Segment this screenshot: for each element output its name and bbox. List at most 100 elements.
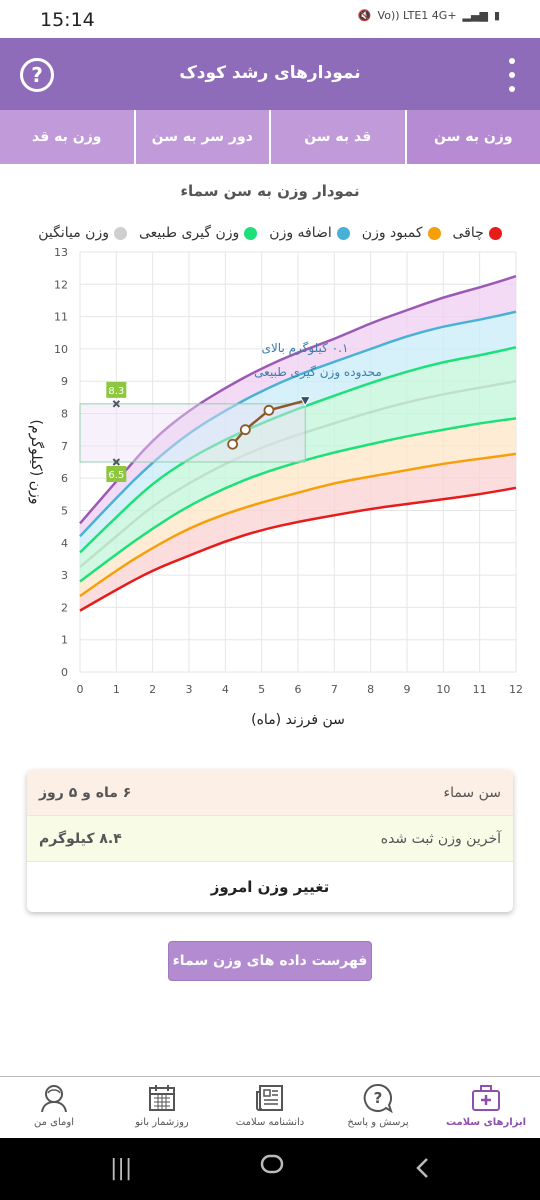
age-value: ۶ ماه و ۵ روز xyxy=(39,784,132,801)
bottom-nav: ابزارهای سلامت ? پرسش و پاسخ دانشنامه سل… xyxy=(0,1076,540,1138)
network-text: Vo)) LTE1 4G+ xyxy=(377,9,457,22)
last-weight-label: آخرین وزن ثبت شده xyxy=(380,830,501,847)
x-tick-label: 0 xyxy=(77,683,84,696)
x-tick-label: 9 xyxy=(404,683,411,696)
back-icon[interactable] xyxy=(412,1156,432,1186)
nav-encyclopedia[interactable]: دانشنامه سلامت xyxy=(216,1077,324,1138)
legend-item[interactable]: چاقی xyxy=(453,222,502,244)
page-title: نمودارهای رشد کودک xyxy=(179,63,361,83)
annotation-text-2: محدوده وزن گیری طبیعی xyxy=(254,365,382,380)
age-row: سن سماء ۶ ماه و ۵ روز xyxy=(27,770,513,816)
percentile-line xyxy=(79,380,517,568)
medical-kit-icon xyxy=(469,1081,503,1115)
help-button[interactable]: ? xyxy=(20,58,54,92)
chart-title: نمودار وزن به سن سماء xyxy=(180,182,360,200)
y-tick-label: 9 xyxy=(61,375,68,388)
y-tick-label: 11 xyxy=(54,311,68,324)
legend-dot xyxy=(336,226,350,240)
nav-qa[interactable]: ? پرسش و پاسخ xyxy=(324,1077,432,1138)
x-tick-label: 1 xyxy=(113,683,120,696)
nav-health-tools[interactable]: ابزارهای سلامت xyxy=(432,1077,540,1138)
dot-icon xyxy=(509,86,515,92)
system-nav-bar: ||| xyxy=(0,1138,540,1200)
y-tick-label: 2 xyxy=(61,601,68,614)
tab-bar: وزن به سن قد به سن دور سر به سن وزن به ق… xyxy=(0,110,540,164)
mute-icon: 🔇 xyxy=(357,9,372,22)
tab-head-for-age[interactable]: دور سر به سن xyxy=(133,110,269,164)
chart-band xyxy=(80,311,516,553)
legend-item[interactable]: وزن گیری طبیعی xyxy=(139,222,258,244)
percentile-line xyxy=(79,275,517,525)
nav-label: روزشمار بانو xyxy=(135,1117,189,1128)
dot-icon xyxy=(509,72,515,78)
status-icons: 🔇 Vo)) LTE1 4G+ ▂▄▆ ▮ xyxy=(358,9,500,22)
last-weight-row: آخرین وزن ثبت شده ۸.۴ کیلوگرم xyxy=(27,816,513,862)
chart-band xyxy=(80,381,516,582)
nav-profile[interactable]: اومای من xyxy=(0,1077,108,1138)
overflow-menu-button[interactable] xyxy=(506,58,518,92)
percentile-line xyxy=(79,486,517,612)
reference-marker xyxy=(112,458,121,466)
x-tick-label: 5 xyxy=(258,683,265,696)
reference-badge xyxy=(106,381,127,398)
child-weight-point xyxy=(227,438,239,450)
legend-label: کمبود وزن xyxy=(361,225,423,241)
change-weight-button[interactable]: تغییر وزن امروز xyxy=(210,878,330,896)
chart-band xyxy=(80,453,516,611)
child-weight-line xyxy=(231,399,306,446)
nav-calendar[interactable]: روزشمار بانو xyxy=(108,1077,216,1138)
legend-item[interactable]: وزن میانگین xyxy=(38,222,127,244)
age-label: سن سماء xyxy=(443,784,501,801)
help-icon: ? xyxy=(31,63,43,87)
nav-label: اومای من xyxy=(34,1117,74,1128)
status-bar: 15:14 🔇 Vo)) LTE1 4G+ ▂▄▆ ▮ xyxy=(0,0,540,38)
legend-dot xyxy=(488,226,502,240)
user-profile-icon xyxy=(37,1081,71,1115)
legend-dot xyxy=(114,226,127,240)
nav-label: دانشنامه سلامت xyxy=(235,1117,305,1128)
nav-label: پرسش و پاسخ xyxy=(347,1117,409,1128)
weight-data-list-button[interactable]: فهرست داده های وزن سماء xyxy=(168,941,372,981)
y-tick-label: 3 xyxy=(61,569,68,582)
percentile-line xyxy=(79,346,517,554)
x-tick-label: 10 xyxy=(436,683,450,696)
annotation-text-1: ۰.۱ کیلوگرم بالای xyxy=(262,341,349,356)
tab-height-for-age[interactable]: قد به سن xyxy=(269,110,405,164)
y-tick-label: 5 xyxy=(61,504,68,517)
legend-label: وزن میانگین xyxy=(38,225,109,241)
calendar-icon xyxy=(145,1081,179,1115)
y-tick-label: 13 xyxy=(54,246,68,259)
y-tick-label: 4 xyxy=(61,537,68,550)
app-bar: ? نمودارهای رشد کودک xyxy=(0,38,540,110)
tab-weight-for-height[interactable]: وزن به قد xyxy=(0,110,134,164)
reference-badge-label: 8.3 xyxy=(108,386,124,397)
recent-apps-icon[interactable]: ||| xyxy=(110,1156,133,1181)
reference-badge xyxy=(106,466,127,482)
y-tick-label: 12 xyxy=(54,278,68,291)
x-tick-label: 6 xyxy=(295,683,302,696)
reference-marker xyxy=(112,400,121,408)
legend-item[interactable]: کمبود وزن xyxy=(362,222,441,244)
newspaper-icon xyxy=(253,1081,287,1115)
legend-dot xyxy=(244,226,258,240)
legend-item[interactable]: اضافه وزن xyxy=(269,222,350,244)
y-axis-title: وزن (کیلوگرم) xyxy=(28,420,45,505)
y-tick-label: 6 xyxy=(61,472,68,485)
signal-icon: ▂▄▆ xyxy=(462,9,488,22)
y-tick-label: 0 xyxy=(61,666,68,679)
dot-icon xyxy=(509,58,515,64)
home-icon[interactable] xyxy=(260,1152,284,1182)
x-tick-label: 3 xyxy=(186,683,193,696)
legend-label: چاقی xyxy=(452,225,484,241)
percentile-line xyxy=(79,452,517,598)
last-weight-value: ۸.۴ کیلوگرم xyxy=(39,830,122,847)
nav-label: ابزارهای سلامت xyxy=(445,1117,527,1128)
x-tick-label: 8 xyxy=(367,683,374,696)
tab-weight-for-age[interactable]: وزن به سن xyxy=(404,110,540,164)
x-tick-label: 12 xyxy=(509,683,523,696)
x-tick-label: 4 xyxy=(222,683,229,696)
x-tick-label: 7 xyxy=(331,683,338,696)
x-tick-label: 2 xyxy=(149,683,156,696)
